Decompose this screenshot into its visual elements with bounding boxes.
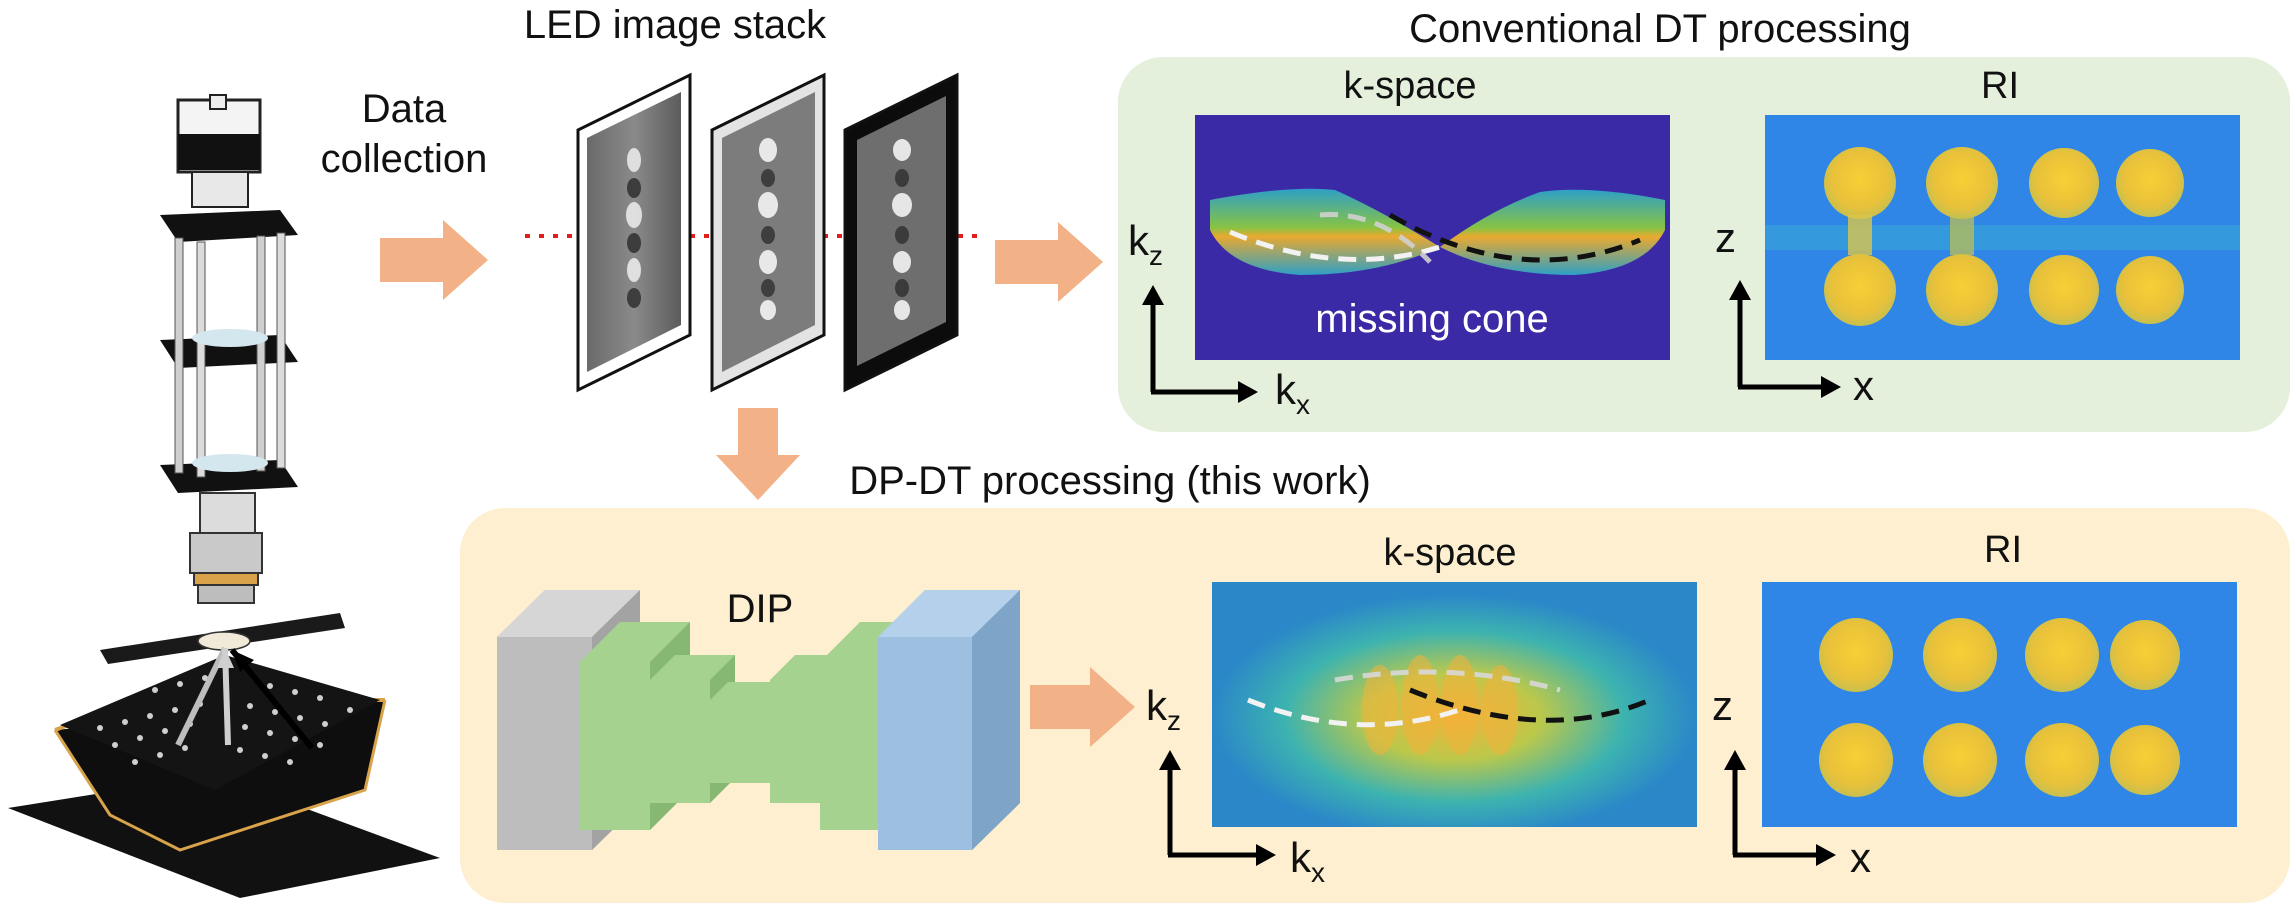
dpdt-arrow — [1030, 667, 1135, 747]
led-image-2 — [710, 72, 826, 393]
axis-x-bottom: x — [1850, 834, 1871, 881]
axis-kx-bottom-k: k — [1290, 834, 1312, 881]
axis-kz-top-k: k — [1128, 217, 1150, 264]
ri-top-title: RI — [1981, 65, 2019, 107]
data-collection-label-line2: collection — [321, 137, 488, 181]
svg-text:kx: kx — [1275, 366, 1310, 420]
dpdt-title: DP-DT processing (this work) — [849, 459, 1371, 503]
ri-bottom-axes: z x — [1712, 682, 1871, 881]
kspace-top-axes: kz kx — [1128, 217, 1310, 420]
kspace-top-image: missing cone — [1195, 115, 1670, 360]
axis-kz-bottom-sub: z — [1167, 705, 1181, 736]
ri-top-image — [1765, 115, 2240, 360]
kspace-top-title: k-space — [1343, 65, 1476, 107]
kspace-bottom-axes: kz kx — [1146, 682, 1325, 888]
kspace-bottom-title: k-space — [1383, 532, 1516, 574]
conventional-title: Conventional DT processing — [1409, 7, 1911, 51]
axis-kz-bottom-k: k — [1146, 682, 1168, 729]
axis-z-bottom: z — [1712, 682, 1733, 729]
led-array-icon — [53, 646, 387, 852]
kspace-bottom-image — [1212, 582, 1697, 827]
axis-kz-top-sub: z — [1149, 240, 1163, 271]
led-image-1 — [576, 72, 692, 393]
svg-text:kx: kx — [1290, 834, 1325, 888]
axis-x-top: x — [1853, 362, 1874, 409]
axis-kx-top-k: k — [1275, 366, 1297, 413]
led-image-stack-title: LED image stack — [524, 3, 827, 47]
dip-network: DIP — [497, 587, 1020, 850]
axis-kx-bottom-sub: x — [1311, 857, 1325, 888]
svg-text:kz: kz — [1146, 682, 1181, 736]
ri-bottom-image — [1762, 582, 2237, 827]
missing-cone-label: missing cone — [1315, 297, 1548, 341]
ri-top-axes: z x — [1715, 214, 1874, 409]
conventional-arrow — [995, 222, 1103, 302]
axis-kx-top-sub: x — [1296, 389, 1310, 420]
microscope-setup-icon — [8, 94, 440, 898]
dip-label: DIP — [727, 587, 794, 631]
ri-bottom-title: RI — [1984, 529, 2022, 571]
axis-z-top: z — [1715, 214, 1736, 261]
led-image-3 — [843, 72, 959, 393]
down-arrow — [716, 408, 800, 500]
svg-text:kz: kz — [1128, 217, 1163, 271]
data-collection-label-line1: Data — [362, 87, 447, 131]
data-collection-arrow — [380, 220, 488, 300]
